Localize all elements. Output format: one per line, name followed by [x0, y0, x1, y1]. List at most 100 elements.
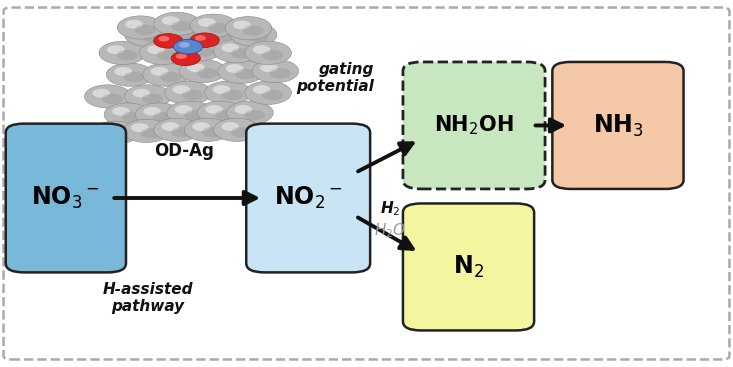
Circle shape — [174, 105, 193, 114]
Text: NH$_2$OH: NH$_2$OH — [434, 114, 514, 137]
Circle shape — [160, 23, 206, 46]
Circle shape — [213, 40, 260, 63]
Circle shape — [172, 51, 200, 66]
Circle shape — [125, 23, 172, 46]
Circle shape — [172, 21, 192, 32]
Circle shape — [184, 110, 205, 120]
Circle shape — [161, 122, 180, 131]
Circle shape — [123, 119, 170, 142]
Circle shape — [106, 63, 153, 86]
FancyBboxPatch shape — [403, 62, 545, 189]
Circle shape — [172, 127, 192, 137]
Circle shape — [215, 110, 236, 120]
Circle shape — [226, 101, 273, 124]
Circle shape — [144, 107, 161, 116]
Circle shape — [104, 103, 151, 126]
Circle shape — [211, 30, 232, 40]
Circle shape — [100, 125, 117, 134]
Circle shape — [238, 27, 256, 36]
Circle shape — [205, 105, 223, 114]
Circle shape — [182, 90, 203, 100]
Circle shape — [233, 21, 251, 29]
Circle shape — [235, 105, 252, 114]
Circle shape — [133, 27, 150, 36]
Circle shape — [92, 89, 110, 98]
Circle shape — [245, 81, 292, 104]
Circle shape — [231, 127, 252, 137]
Circle shape — [133, 89, 150, 98]
Text: NO$_2$$^-$: NO$_2$$^-$ — [273, 185, 342, 211]
Circle shape — [192, 122, 210, 131]
Circle shape — [226, 64, 243, 73]
Circle shape — [143, 63, 189, 86]
Circle shape — [135, 25, 155, 35]
Circle shape — [176, 53, 187, 59]
Circle shape — [248, 32, 269, 42]
Circle shape — [183, 41, 201, 50]
FancyBboxPatch shape — [246, 124, 370, 272]
Circle shape — [157, 50, 177, 61]
Circle shape — [125, 85, 172, 108]
Circle shape — [221, 43, 239, 52]
Text: H$_2$: H$_2$ — [380, 200, 400, 218]
Circle shape — [218, 60, 265, 83]
Circle shape — [197, 101, 244, 124]
Circle shape — [167, 27, 185, 36]
Circle shape — [172, 85, 191, 94]
Circle shape — [141, 128, 161, 138]
Circle shape — [112, 107, 130, 116]
Circle shape — [196, 68, 218, 79]
Circle shape — [154, 118, 200, 141]
Text: H$_2$O: H$_2$O — [374, 221, 406, 240]
Circle shape — [136, 103, 182, 126]
Circle shape — [158, 36, 169, 41]
Circle shape — [221, 122, 239, 131]
Circle shape — [179, 42, 190, 48]
Text: NO$_3$$^-$: NO$_3$$^-$ — [32, 185, 100, 211]
Circle shape — [131, 123, 149, 132]
Circle shape — [174, 40, 202, 54]
FancyBboxPatch shape — [553, 62, 684, 189]
Circle shape — [231, 48, 252, 59]
Circle shape — [213, 118, 260, 141]
Circle shape — [161, 16, 180, 25]
Circle shape — [222, 90, 243, 100]
Circle shape — [117, 16, 164, 39]
Circle shape — [147, 45, 165, 54]
Circle shape — [195, 35, 206, 41]
Text: NH$_3$: NH$_3$ — [593, 112, 643, 139]
Circle shape — [194, 21, 240, 44]
Circle shape — [193, 46, 214, 57]
Circle shape — [107, 45, 125, 54]
Circle shape — [260, 63, 278, 72]
Circle shape — [92, 121, 139, 144]
Circle shape — [184, 118, 231, 141]
Circle shape — [252, 59, 299, 83]
Circle shape — [142, 32, 163, 42]
Circle shape — [235, 69, 257, 79]
Circle shape — [253, 85, 270, 94]
Circle shape — [213, 85, 230, 94]
Circle shape — [202, 127, 223, 137]
FancyBboxPatch shape — [6, 124, 126, 272]
Circle shape — [175, 38, 222, 61]
Circle shape — [117, 50, 138, 61]
Circle shape — [165, 81, 211, 104]
Circle shape — [262, 50, 283, 61]
Circle shape — [154, 34, 183, 48]
Circle shape — [124, 72, 145, 82]
Circle shape — [84, 85, 131, 108]
Circle shape — [253, 45, 270, 54]
Circle shape — [243, 25, 264, 36]
Circle shape — [230, 23, 277, 46]
Circle shape — [207, 23, 229, 33]
Text: gating
potential: gating potential — [296, 62, 374, 94]
Circle shape — [99, 41, 146, 65]
Circle shape — [114, 67, 132, 76]
Circle shape — [151, 67, 169, 76]
Circle shape — [270, 68, 290, 79]
Text: OD-Ag: OD-Ag — [155, 142, 214, 160]
Circle shape — [125, 20, 143, 29]
FancyBboxPatch shape — [403, 203, 534, 330]
Circle shape — [142, 94, 163, 104]
